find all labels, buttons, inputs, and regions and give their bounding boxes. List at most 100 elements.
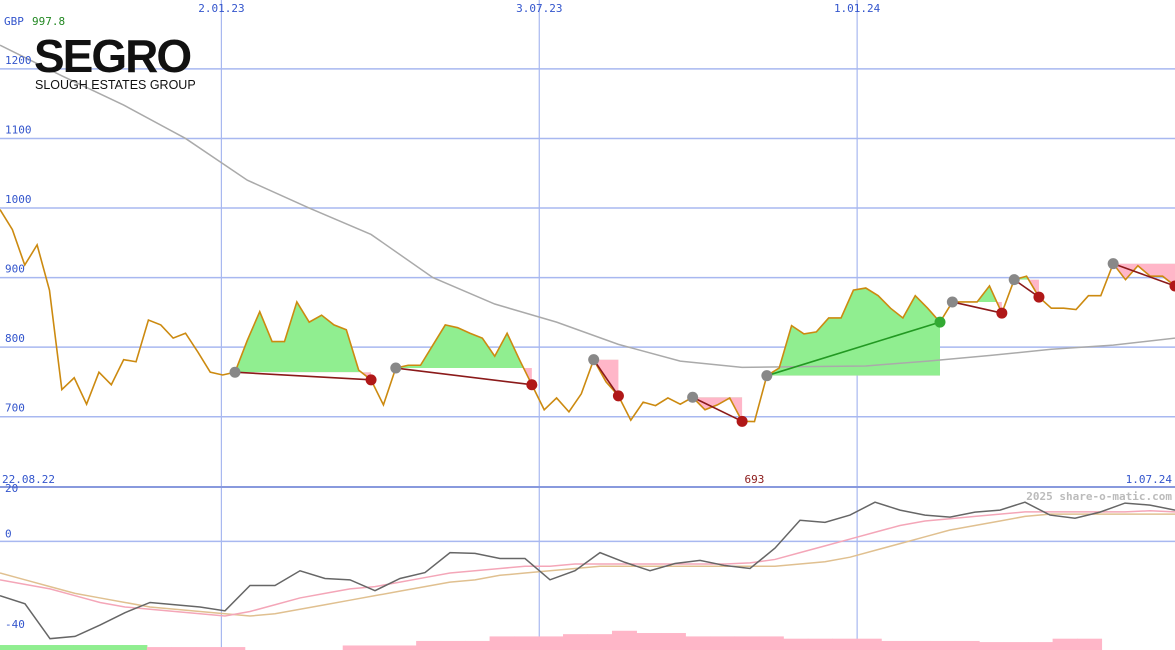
indicator-line: [0, 510, 1175, 617]
y-tick-label: 1200: [5, 54, 32, 67]
indicator-bar: [954, 640, 980, 650]
watermark: 2025 share-o-matic.com: [1026, 490, 1172, 503]
indicator-bar: [97, 645, 123, 650]
signal-line: [234, 371, 372, 381]
indicator-bar: [881, 640, 907, 650]
indicator-bar: [660, 633, 686, 650]
indicator-bar: [514, 636, 540, 650]
indicator-bar: [734, 636, 760, 650]
indicator-line: [0, 501, 1175, 640]
sell-dot: [996, 307, 1008, 319]
indicator-bar: [636, 633, 662, 650]
x-tick-label: 2.01.23: [198, 2, 244, 15]
sell-dot: [934, 316, 946, 328]
signal-line: [395, 367, 532, 386]
y-tick-label: 1100: [5, 123, 32, 136]
indicator-bar: [587, 634, 613, 650]
indicator-bar: [832, 638, 858, 650]
indicator-bar: [1003, 642, 1029, 650]
indicator-bar: [758, 636, 784, 650]
sell-dot: [1169, 280, 1175, 292]
indicator-bar: [48, 645, 74, 650]
indicator-bar: [367, 645, 393, 650]
indicator-bar: [146, 647, 172, 650]
indicator-bar: [440, 640, 466, 650]
indicator-bar: [611, 630, 637, 650]
indicator-bar: [1052, 638, 1078, 650]
indicator-bar: [1077, 638, 1103, 650]
signal-line: [766, 321, 941, 377]
indicator-tick-label: 0: [5, 527, 12, 540]
price-line: [0, 209, 1175, 423]
signal-line: [1112, 262, 1175, 287]
indicator-bar: [391, 645, 417, 650]
signal-line: [692, 396, 743, 423]
sell-dot: [612, 390, 624, 402]
currency: GBP: [4, 15, 24, 28]
indicator-bar: [709, 636, 735, 650]
first-price: 997.8: [32, 15, 65, 28]
signal-line: [952, 301, 1003, 314]
indicator-bar: [465, 640, 491, 650]
min-label: 693: [745, 473, 765, 486]
indicator-line: [0, 513, 1175, 617]
indicator-bar: [416, 640, 442, 650]
signal-area-above: [235, 301, 372, 373]
signal-line: [593, 359, 620, 397]
indicator-bar: [489, 636, 515, 650]
signal-area-above: [766, 288, 940, 376]
indicator-bar: [1028, 642, 1054, 650]
indicator-bar: [979, 642, 1005, 650]
end-date: 1.07.24: [1126, 473, 1173, 486]
indicator-tick-label: -40: [5, 618, 25, 631]
indicator-bar: [122, 645, 148, 650]
indicator-bar: [685, 636, 711, 650]
moving-average: [0, 44, 1175, 369]
sell-dot: [1033, 291, 1045, 303]
y-tick-label: 800: [5, 332, 25, 345]
logo-subtitle: SLOUGH ESTATES GROUP: [35, 78, 196, 92]
indicator-bar: [220, 647, 246, 650]
sell-dot: [736, 415, 748, 427]
signal-area-above: [395, 324, 532, 369]
indicator-bar: [73, 645, 99, 650]
signal-area-above: [1014, 276, 1039, 280]
buy-dot: [687, 391, 699, 403]
buy-dot: [1107, 258, 1119, 270]
signal-area-below: [1014, 279, 1039, 298]
y-tick-label: 1000: [5, 193, 32, 206]
y-tick-label: 900: [5, 263, 25, 276]
x-tick-label: 1.01.24: [834, 2, 881, 15]
start-date: 22.08.22: [2, 473, 55, 486]
indicator-bar: [807, 638, 833, 650]
indicator-bar: [856, 638, 882, 650]
buy-dot: [1008, 274, 1020, 286]
labels: GBP 997.8 22.08.22 1.07.24 2025 share-o-…: [2, 2, 1172, 631]
indicator-bar: [538, 636, 564, 650]
signal-area-above: [952, 285, 1002, 302]
y-tick-label: 700: [5, 402, 25, 415]
indicator-bar: [0, 645, 25, 650]
indicator-bar: [171, 647, 197, 650]
indicator-bar: [930, 640, 956, 650]
indicator-bar: [783, 638, 809, 650]
sell-dot: [526, 379, 538, 391]
buy-dot: [946, 296, 958, 308]
buy-dot: [229, 366, 241, 378]
logo-name: SEGRO: [34, 30, 190, 82]
indicator-tick-label: 20: [5, 482, 18, 495]
indicator-bar: [24, 645, 50, 650]
plot: [0, 44, 1175, 650]
indicator-bar: [195, 647, 221, 650]
sell-dot: [365, 374, 377, 386]
buy-dot: [588, 354, 600, 366]
indicator-bar: [342, 645, 368, 650]
x-tick-label: 3.07.23: [516, 2, 562, 15]
indicator-bar: [563, 634, 588, 650]
buy-dot: [390, 362, 402, 374]
buy-dot: [761, 370, 773, 382]
indicator-bar: [905, 640, 931, 650]
